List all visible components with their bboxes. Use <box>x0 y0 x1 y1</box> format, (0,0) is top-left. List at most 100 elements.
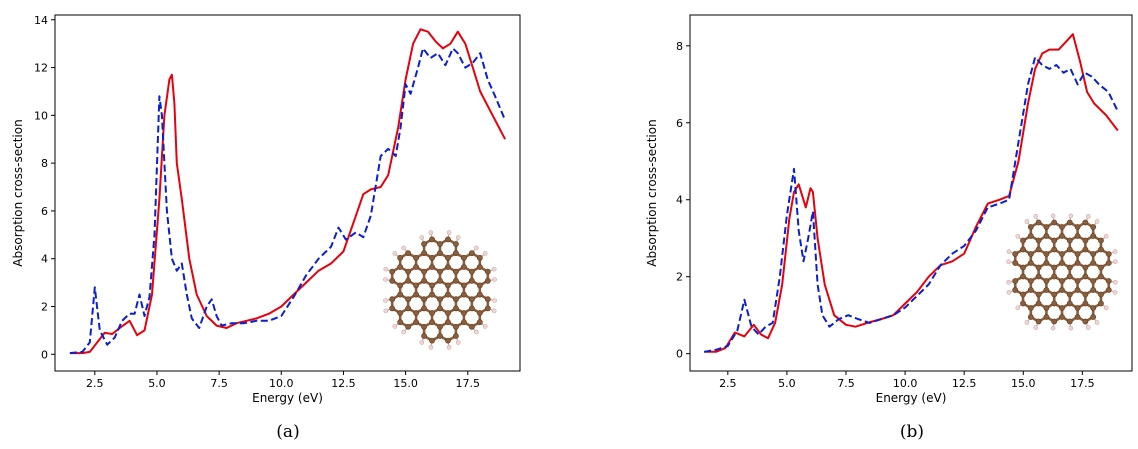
carbon-atom <box>453 250 459 257</box>
panel-caption: (b) <box>900 422 924 442</box>
hydrogen-atom <box>1033 214 1039 219</box>
carbon-atom <box>468 277 475 284</box>
carbon-atom <box>413 264 419 270</box>
hydrogen-atom <box>455 340 461 345</box>
carbon-atom <box>1035 291 1042 298</box>
carbon-atom <box>468 296 475 303</box>
carbon-atom <box>468 268 475 275</box>
carbon-atom <box>445 236 451 243</box>
carbon-atom <box>468 323 475 330</box>
carbon-atom <box>453 277 459 284</box>
series-dashed-line <box>704 56 1119 353</box>
carbon-atom <box>1074 224 1081 230</box>
carbon-atom <box>1043 314 1050 320</box>
carbon-atom <box>1035 273 1042 280</box>
x-tick-label: 5.0 <box>148 377 166 390</box>
carbon-atom <box>429 337 435 344</box>
carbon-atom <box>1027 251 1034 257</box>
y-tick-label: 8 <box>41 157 48 170</box>
carbon-atom <box>476 319 483 326</box>
carbon-atom <box>1105 260 1112 266</box>
hydrogen-atom <box>1050 325 1056 331</box>
carbon-atom <box>405 305 412 312</box>
carbon-atom <box>405 323 412 330</box>
carbon-atom <box>1066 300 1073 307</box>
carbon-atom <box>1020 246 1026 253</box>
carbon-atom <box>1020 273 1026 280</box>
x-tick-label: 17.5 <box>1070 377 1095 390</box>
carbon-atom <box>476 254 483 261</box>
carbon-atom <box>461 254 467 261</box>
carbon-atom <box>429 236 435 243</box>
carbon-atom <box>1074 278 1081 284</box>
carbon-atom <box>405 296 412 303</box>
carbon-atom <box>1059 287 1065 293</box>
carbon-atom <box>1090 314 1097 320</box>
carbon-atom <box>453 333 459 339</box>
hydrogen-atom <box>1024 219 1030 224</box>
carbon-atom <box>476 291 483 298</box>
carbon-atom <box>1051 237 1058 244</box>
carbon-atom <box>1074 233 1081 239</box>
carbon-atom <box>421 296 427 303</box>
carbon-atom <box>437 277 443 284</box>
carbon-atom <box>1035 219 1042 226</box>
carbon-atom <box>1105 278 1112 284</box>
panel-a: 2.5 5.0 7.5 10.0 12.5 15.0 17.5 0 2 4 6 8 10 12 14 Ener… <box>11 14 521 442</box>
carbon-atom <box>405 277 412 284</box>
y-tick-label: 6 <box>41 205 48 218</box>
hydrogen-atom <box>492 277 497 282</box>
carbon-atom <box>429 319 435 326</box>
carbon-atom <box>461 291 467 298</box>
y-tick-label: 2 <box>676 271 683 284</box>
carbon-atom <box>421 323 427 330</box>
carbon-atom <box>389 296 396 303</box>
carbon-atom <box>397 319 404 326</box>
carbon-atom <box>413 254 419 261</box>
carbon-atom <box>1020 237 1026 244</box>
carbon-atom <box>429 254 435 261</box>
x-tick-label: 12.5 <box>952 377 977 390</box>
carbon-atom <box>421 268 427 275</box>
carbon-atom <box>476 282 483 289</box>
hydrogen-atom <box>1050 213 1056 219</box>
carbon-atom <box>1082 273 1089 280</box>
hydrogen-atom <box>455 235 461 240</box>
carbon-atom <box>429 310 435 316</box>
x-tick-label: 10.0 <box>893 377 918 390</box>
panel-caption: (a) <box>276 422 299 442</box>
x-axis-label: Energy (eV) <box>876 391 947 405</box>
carbon-atom <box>1043 251 1050 257</box>
carbon-atom <box>1082 264 1089 271</box>
carbon-atom <box>1074 251 1081 257</box>
carbon-atom <box>1059 305 1065 311</box>
carbon-atom <box>1082 237 1089 244</box>
carbon-atom <box>1066 237 1073 244</box>
hydrogen-atom <box>1006 290 1012 295</box>
carbon-atom <box>413 310 419 316</box>
carbon-atom <box>1012 260 1019 266</box>
carbon-atom <box>397 282 404 289</box>
carbon-atom <box>461 264 467 270</box>
carbon-atom <box>1020 291 1026 298</box>
hydrogen-atom <box>446 230 452 235</box>
carbon-atom <box>1074 260 1081 266</box>
carbon-atom <box>1059 260 1065 266</box>
x-tick-label: 17.5 <box>456 377 481 390</box>
carbon-atom <box>1082 219 1089 226</box>
carbon-atom <box>1051 246 1058 253</box>
carbon-atom <box>1035 237 1042 244</box>
carbon-atom <box>1012 287 1019 293</box>
hydrogen-atom <box>383 277 388 282</box>
carbon-atom <box>1020 300 1026 307</box>
carbon-atom <box>1027 278 1034 284</box>
hydrogen-atom <box>474 245 479 251</box>
hydrogen-atom <box>491 308 497 314</box>
carbon-atom <box>413 319 419 326</box>
hydrogen-atom <box>1033 325 1039 330</box>
carbon-atom <box>1066 291 1073 298</box>
carbon-atom <box>1059 314 1065 320</box>
hydrogen-atom <box>1085 325 1091 330</box>
y-tick-label: 12 <box>34 62 48 75</box>
carbon-atom <box>453 305 459 312</box>
